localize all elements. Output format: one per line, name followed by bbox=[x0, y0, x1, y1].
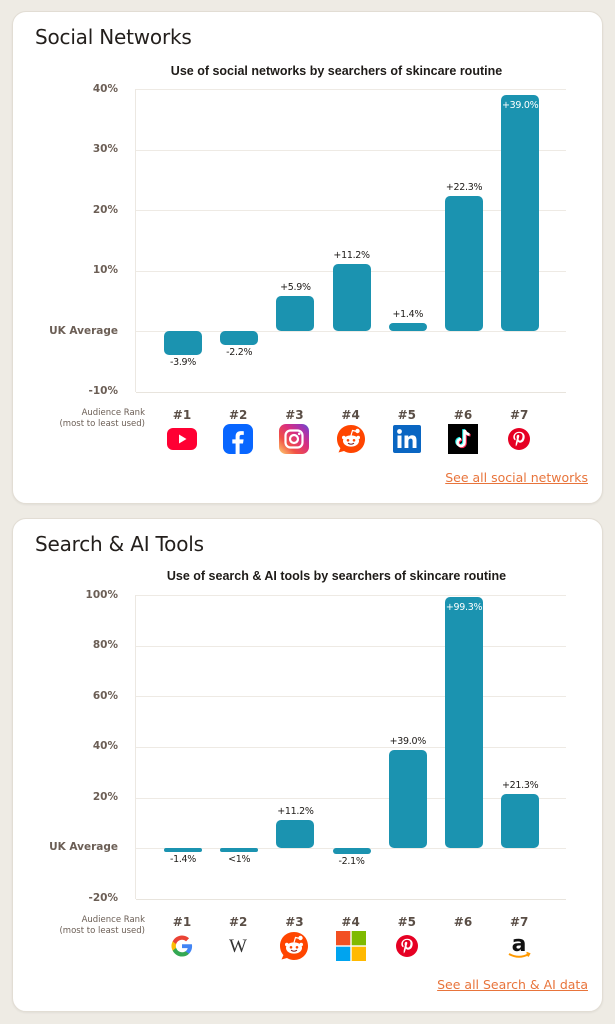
audience-rank-caption: Audience Rank (most to least used) bbox=[33, 408, 145, 430]
y-tick: 20% bbox=[92, 204, 118, 216]
pinterest-icon bbox=[392, 931, 422, 961]
see-all-search-ai-data-link[interactable]: See all Search & AI data bbox=[437, 977, 588, 992]
bar-value-label: +22.3% bbox=[445, 182, 483, 194]
bar[interactable] bbox=[332, 848, 371, 854]
rank-caption-line1: Audience Rank bbox=[81, 408, 145, 418]
card-title: Search & AI Tools bbox=[35, 532, 204, 556]
bar-value-label: +21.3% bbox=[502, 780, 539, 792]
pinterest-icon bbox=[504, 424, 534, 454]
bar-value-label: -2.1% bbox=[338, 855, 365, 867]
bar[interactable] bbox=[332, 263, 371, 332]
y-tick: 40% bbox=[92, 83, 118, 95]
bar[interactable] bbox=[445, 596, 483, 849]
y-tick: 20% bbox=[92, 791, 118, 803]
y-tick: 80% bbox=[92, 639, 118, 651]
bar[interactable] bbox=[445, 196, 483, 332]
social-networks-card: Social Networks Use of social networks b… bbox=[12, 11, 603, 504]
gridline bbox=[136, 149, 566, 151]
chart-title: Use of search & AI tools by searchers of… bbox=[166, 569, 507, 583]
audience-rank-label: #7 bbox=[509, 915, 529, 929]
bar[interactable] bbox=[220, 848, 259, 853]
gridline bbox=[136, 747, 566, 748]
y-tick: 100% bbox=[85, 589, 118, 601]
search-ai-tools-card: Search & AI Tools Use of search & AI too… bbox=[12, 518, 603, 1012]
google-icon bbox=[167, 931, 197, 961]
y-tick: 10% bbox=[92, 264, 118, 276]
bar[interactable] bbox=[220, 331, 259, 345]
bar-value-label: +39.0% bbox=[502, 100, 539, 112]
y-tick: -10% bbox=[88, 385, 119, 397]
gridline bbox=[136, 797, 566, 799]
see-all-social-networks-link[interactable]: See all social networks bbox=[445, 470, 588, 485]
gridline bbox=[136, 696, 566, 698]
y-tick: 30% bbox=[92, 143, 118, 155]
svg-text:a: a bbox=[512, 932, 527, 957]
gridline bbox=[136, 392, 566, 393]
rank-caption-line2: (most to least used) bbox=[59, 419, 145, 429]
audience-rank-label: #6 bbox=[453, 915, 473, 929]
bar[interactable] bbox=[501, 794, 540, 849]
audience-rank-label: #3 bbox=[285, 915, 304, 929]
bar-value-label: -1.4% bbox=[169, 854, 197, 866]
bar[interactable] bbox=[276, 819, 315, 849]
amazon-icon: a bbox=[504, 931, 534, 961]
gridline bbox=[136, 210, 566, 212]
bar-value-label: +99.3% bbox=[445, 601, 483, 613]
card-title: Social Networks bbox=[35, 25, 192, 49]
instagram-icon bbox=[279, 424, 310, 454]
facebook-icon bbox=[223, 424, 254, 454]
audience-rank-label: #3 bbox=[285, 408, 304, 422]
rank-caption-line2: (most to least used) bbox=[59, 926, 145, 936]
gridline bbox=[136, 899, 566, 900]
plot-area: -3.9% -2.2% +5.9% +11.2% +1.4% +22.3% +39.0% bbox=[135, 89, 566, 393]
tiktok-icon bbox=[448, 424, 478, 454]
bar[interactable] bbox=[388, 749, 427, 849]
microsoft-icon bbox=[335, 931, 366, 961]
gridline bbox=[136, 645, 566, 647]
y-tick: 40% bbox=[92, 740, 118, 752]
audience-rank-label: #2 bbox=[228, 915, 248, 929]
linkedin-icon bbox=[392, 424, 422, 454]
audience-rank-label: #4 bbox=[341, 915, 360, 929]
audience-rank-label: #5 bbox=[397, 408, 416, 422]
audience-rank-label: #5 bbox=[397, 915, 416, 929]
y-tick: -20% bbox=[88, 892, 119, 904]
audience-rank-label: #7 bbox=[509, 408, 529, 422]
audience-rank-caption: Audience Rank (most to least used) bbox=[33, 915, 145, 937]
bar[interactable] bbox=[388, 322, 427, 332]
bar[interactable] bbox=[276, 295, 315, 332]
wikipedia-icon: W bbox=[223, 931, 253, 961]
y-tick: 60% bbox=[92, 690, 118, 702]
y-tick-uk-average: UK Average bbox=[49, 841, 118, 853]
y-tick-uk-average: UK Average bbox=[49, 325, 118, 337]
bar-value-label: +11.2% bbox=[277, 805, 314, 817]
bar[interactable] bbox=[164, 848, 202, 853]
audience-rank-label: #2 bbox=[228, 408, 248, 422]
bar[interactable] bbox=[501, 95, 540, 332]
rank-caption-line1: Audience Rank bbox=[81, 915, 145, 925]
bar-value-label: +11.2% bbox=[333, 249, 370, 261]
reddit-icon bbox=[279, 931, 309, 961]
svg-text:W: W bbox=[229, 936, 247, 956]
bar-value-label: +39.0% bbox=[389, 735, 427, 747]
gridline bbox=[136, 595, 566, 596]
baseline-uk-average bbox=[136, 331, 566, 333]
audience-rank-label: #6 bbox=[453, 408, 473, 422]
bar-value-label: +5.9% bbox=[280, 281, 311, 293]
chart-title: Use of social networks by searchers of s… bbox=[170, 64, 503, 78]
bar-value-label: <1% bbox=[228, 854, 251, 866]
audience-rank-label: #1 bbox=[172, 408, 192, 422]
plot-area: -1.4% <1% +11.2% -2.1% +39.0% +99.3% +21.3% bbox=[135, 595, 566, 900]
bar[interactable] bbox=[164, 331, 202, 356]
bar-value-label: -3.9% bbox=[169, 357, 197, 369]
bar-value-label: +1.4% bbox=[392, 308, 424, 320]
gridline bbox=[136, 89, 566, 90]
bar-value-label: -2.2% bbox=[226, 346, 253, 358]
audience-rank-label: #4 bbox=[341, 408, 360, 422]
reddit-icon bbox=[336, 424, 366, 454]
youtube-icon bbox=[167, 424, 197, 454]
audience-rank-label: #1 bbox=[172, 915, 192, 929]
